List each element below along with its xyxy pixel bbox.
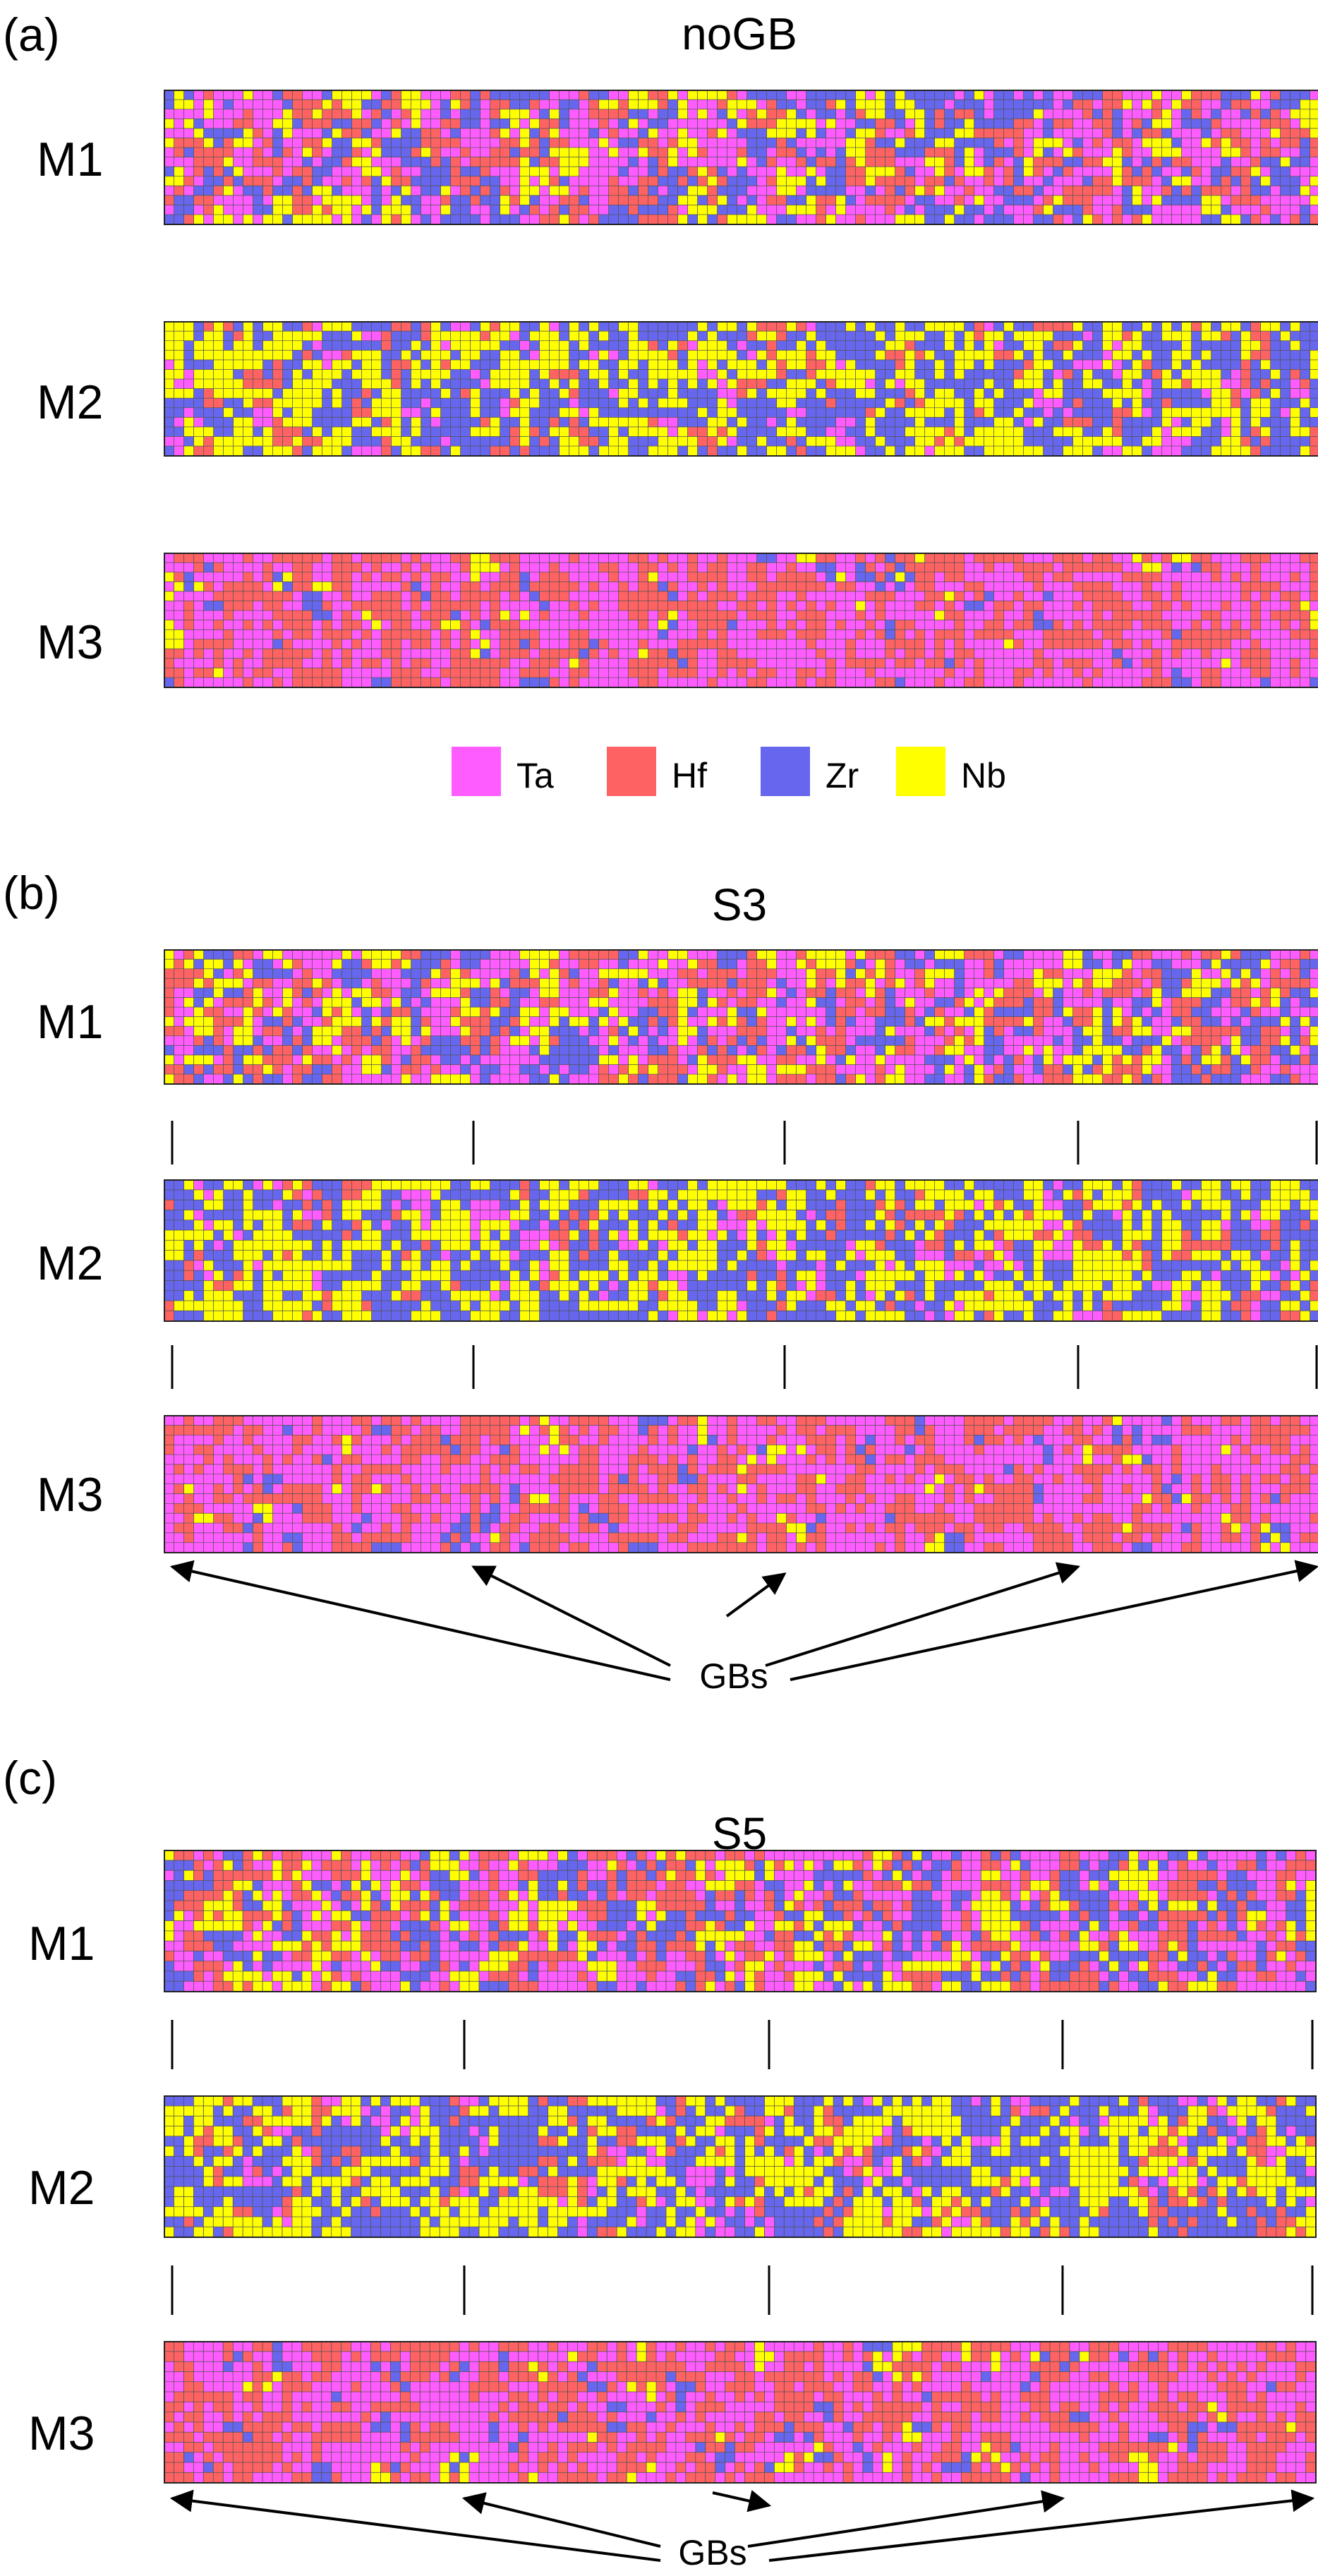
- panel-c-row-m3-label: M3: [28, 2407, 95, 2460]
- panel-c-row-m2-label: M2: [28, 2161, 95, 2215]
- panel-b-row-m3-label: M3: [37, 1468, 104, 1522]
- panel-a-row-m3-label: M3: [37, 615, 104, 669]
- legend-label-zr: Zr: [826, 756, 859, 795]
- atomic-strip-panel-a-m3: [164, 553, 1318, 688]
- panel-a-row-m2-label: M2: [37, 375, 104, 429]
- panel-c-row-m1-label: M1: [28, 1917, 95, 1970]
- panel-a-title: noGB: [682, 8, 797, 59]
- panel-b-letter: (b): [3, 867, 60, 919]
- atomic-strip-panel-b-m3: [164, 1415, 1318, 1553]
- atomic-strip-panel-b-m2: [164, 1179, 1318, 1322]
- atomic-strip-panel-a-m2: [164, 321, 1318, 457]
- legend-label-nb: Nb: [961, 756, 1006, 795]
- panel-b-title: S3: [711, 879, 768, 930]
- panel-c-title: S5: [711, 1808, 768, 1859]
- grain-boundary-markers-panel-b: [169, 1121, 1318, 1681]
- panel-b-gbs-label: GBs: [699, 1656, 768, 1696]
- legend-swatch-ta: [452, 747, 501, 796]
- atomic-strip-panel-c-m3: [164, 2341, 1317, 2484]
- legend-swatch-nb: [896, 747, 945, 796]
- atomic-strip-panel-c-m2: [164, 2095, 1317, 2238]
- grain-boundary-markers-panel-c: [169, 2020, 1315, 2562]
- panel-c-gbs-label: GBs: [678, 2533, 747, 2572]
- panel-c-letter: (c): [3, 1752, 57, 1804]
- atomic-strip-panel-c-m1: [164, 1850, 1317, 1992]
- legend-label-hf: Hf: [672, 756, 707, 795]
- atomic-strip-panel-a-m1: [164, 90, 1318, 225]
- panel-a-letter: (a): [3, 8, 60, 61]
- atomic-strip-panel-b-m1: [164, 949, 1318, 1085]
- legend-swatch-zr: [761, 747, 810, 796]
- panel-b-row-m1-label: M1: [37, 995, 104, 1049]
- panel-a-row-m1-label: M1: [37, 133, 104, 186]
- panel-b-row-m2-label: M2: [37, 1236, 104, 1290]
- legend-label-ta: Ta: [516, 756, 554, 795]
- legend-swatch-hf: [607, 747, 656, 796]
